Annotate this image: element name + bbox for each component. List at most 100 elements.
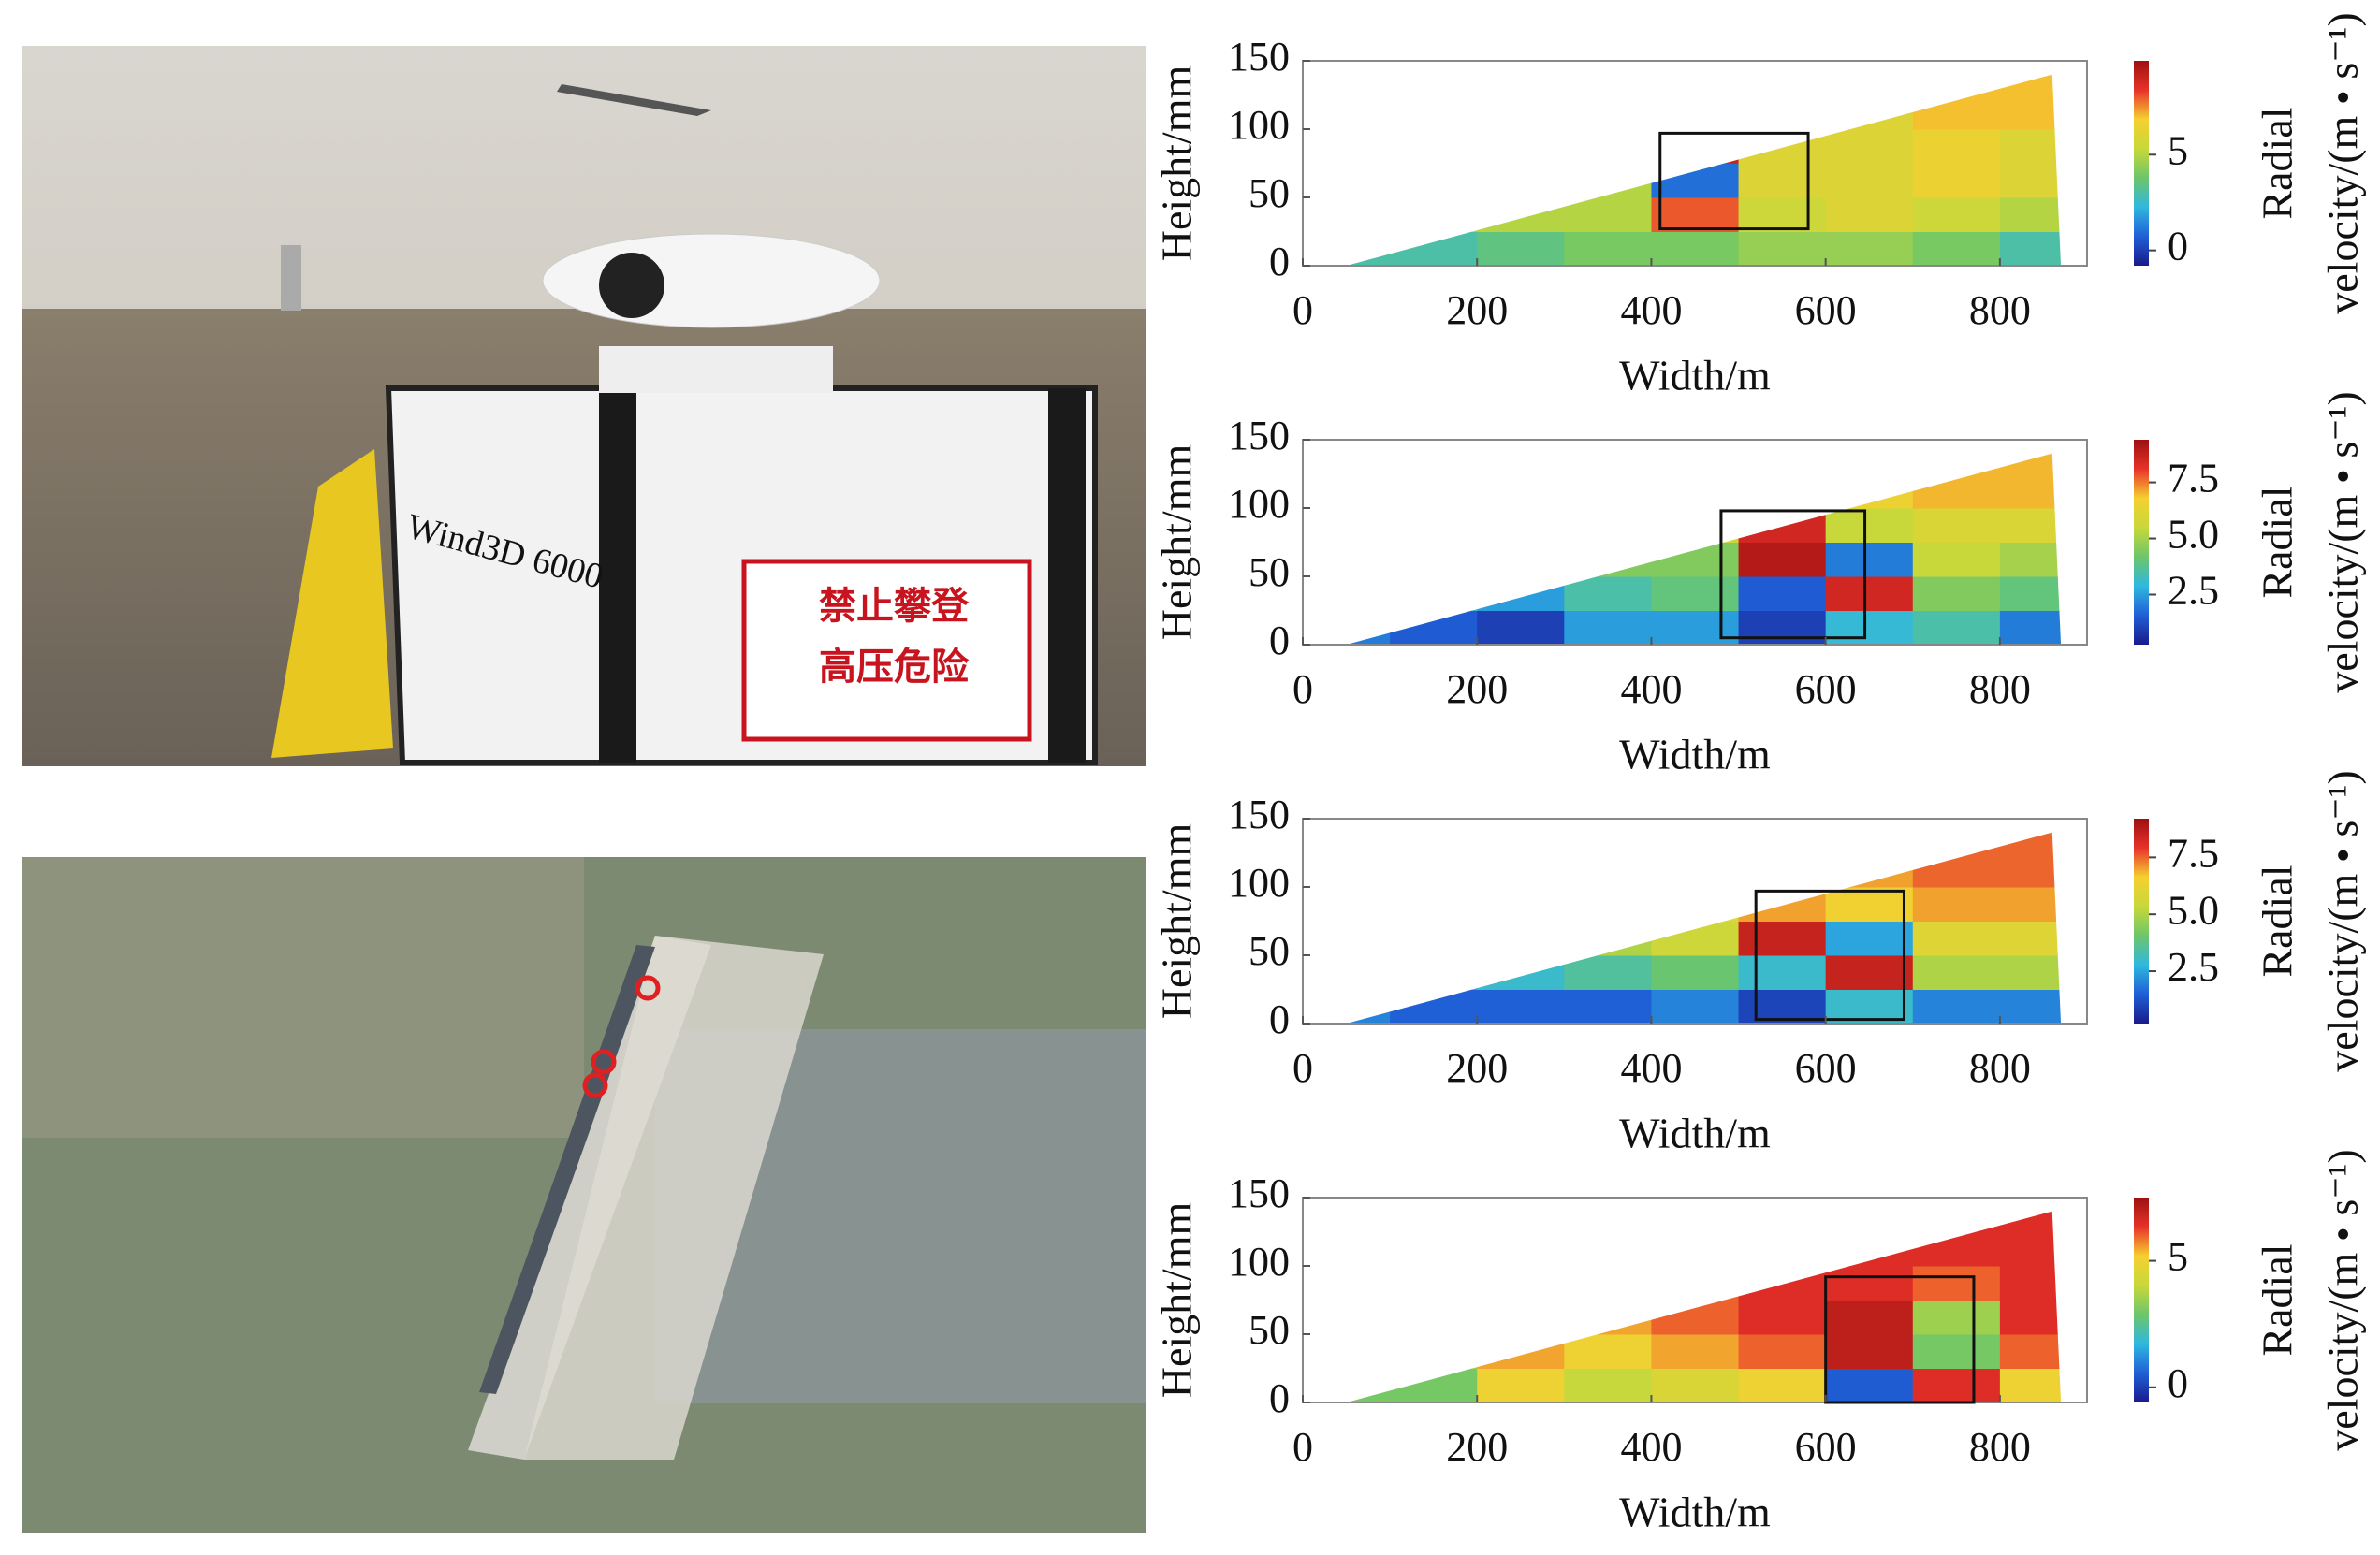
heat-cell: [1346, 610, 1391, 645]
heat-cell: [1477, 129, 1565, 164]
heat-cell: [1999, 610, 2062, 645]
heat-cell: [1825, 231, 1914, 266]
heat-cell: [1346, 921, 1391, 956]
heat-cell: [1912, 1231, 2001, 1267]
heat-cell: [1912, 1211, 2001, 1232]
heat-cell: [1651, 1211, 1740, 1232]
heat-cell: [1912, 508, 2001, 543]
colorbar-tick-label: 2.5: [2168, 568, 2219, 614]
heat-cell: [1477, 231, 1565, 266]
heat-cell: [1390, 576, 1478, 611]
heat-cell: [1912, 542, 2001, 577]
x-tick-label: 0: [1292, 666, 1313, 712]
x-tick-label: 400: [1620, 666, 1682, 712]
heat-cell: [1738, 231, 1827, 266]
heat-cell: [1477, 852, 1565, 888]
heat-cell: [1999, 921, 2062, 956]
x-tick-label: 600: [1795, 287, 1857, 333]
colorbar-label: velocity/(m • s⁻¹): [2319, 391, 2367, 692]
heat-cell: [1346, 231, 1391, 266]
heat-cell: [1477, 989, 1565, 1024]
heat-cell: [1564, 610, 1652, 645]
box-strap: [1048, 388, 1086, 763]
y-axis-label: Height/mm: [1153, 444, 1201, 641]
heat-cell: [1651, 576, 1740, 611]
x-axis-label: Width/m: [1619, 1489, 1771, 1536]
heat-cell: [1651, 887, 1740, 922]
heat-cell: [1738, 163, 1827, 198]
heat-cell: [1564, 231, 1652, 266]
field: [1346, 1211, 2062, 1402]
heat-cell: [1912, 231, 2001, 266]
heat-cell: [1651, 832, 1740, 853]
heat-cell: [1738, 74, 1827, 95]
heat-cell: [1390, 1368, 1478, 1402]
heat-cell: [1999, 1266, 2062, 1301]
heat-cell: [1477, 955, 1565, 990]
heat-cell: [1825, 989, 1914, 1024]
colorbar-label: velocity/(m • s⁻¹): [2319, 1149, 2367, 1450]
x-tick-label: 600: [1795, 1424, 1857, 1470]
heat-cell: [1912, 1300, 2001, 1335]
heat-cell: [1912, 989, 2001, 1024]
heat-cell: [1390, 610, 1478, 645]
heat-cell: [1390, 921, 1478, 956]
plot-frame: [1302, 818, 2088, 1025]
heat-cell: [1999, 74, 2062, 95]
plot-frame: [1302, 60, 2088, 267]
heat-cell: [1999, 1334, 2062, 1369]
heat-cell: [1651, 1231, 1740, 1267]
heat-cell: [1999, 887, 2062, 922]
y-tick-label: 150: [1228, 792, 1290, 837]
heat-cell: [1346, 1334, 1391, 1369]
colorbar-tick-label: 5: [2168, 127, 2188, 173]
sign-text: 高压危险: [819, 646, 970, 689]
heat-cell: [1651, 94, 1740, 130]
colorbar-label: velocity/(m • s⁻¹): [2319, 12, 2367, 313]
heat-cell: [1825, 473, 1914, 509]
heat-cell: [1346, 197, 1391, 232]
heat-cell: [1390, 832, 1478, 853]
x-tick-label: 400: [1620, 1045, 1682, 1091]
heat-cell: [1477, 473, 1565, 509]
heat-cell: [1825, 74, 1914, 95]
heat-cell: [1912, 852, 2001, 888]
heat-cell: [1477, 1211, 1565, 1232]
heat-cell: [1477, 1334, 1565, 1369]
heat-cell: [1999, 989, 2062, 1024]
heat-cell: [1738, 453, 1827, 474]
heat-cell: [1477, 576, 1565, 611]
heat-cell: [1825, 508, 1914, 543]
heat-cell: [1999, 163, 2062, 198]
site-marker: [582, 1072, 608, 1098]
heat-cell: [1825, 1266, 1914, 1301]
y-tick-label: 0: [1269, 996, 1290, 1042]
heat-cell: [1651, 955, 1740, 990]
y-tick-label: 50: [1248, 549, 1290, 595]
y-tick-label: 150: [1228, 1170, 1290, 1216]
y-tick-label: 0: [1269, 239, 1290, 284]
heat-cell: [1912, 94, 2001, 130]
x-tick-label: 400: [1620, 287, 1682, 333]
x-tick-label: 800: [1969, 666, 2031, 712]
heat-cell: [1390, 453, 1478, 474]
heat-cell: [1999, 576, 2062, 611]
map-area: [22, 857, 584, 1138]
heat-cell: [1825, 852, 1914, 888]
heat-cell: [1999, 832, 2062, 853]
heat-cell: [1346, 163, 1391, 198]
heat-cell: [1477, 508, 1565, 543]
colorbar-tick-label: 5.0: [2168, 512, 2219, 558]
lidar-scanner: [542, 233, 881, 328]
heat-cell: [1825, 1368, 1914, 1402]
heat-cell: [1477, 1300, 1565, 1335]
heat-cell: [1999, 231, 2062, 266]
heat-cell: [1390, 197, 1478, 232]
heat-cell: [1564, 508, 1652, 543]
heat-cell: [1390, 508, 1478, 543]
plot-frame: [1302, 439, 2088, 646]
y-tick-label: 100: [1228, 481, 1290, 527]
site-marker: [635, 975, 661, 1001]
plot-frame: [1302, 1197, 2088, 1403]
highlight-box: [1719, 509, 1867, 640]
